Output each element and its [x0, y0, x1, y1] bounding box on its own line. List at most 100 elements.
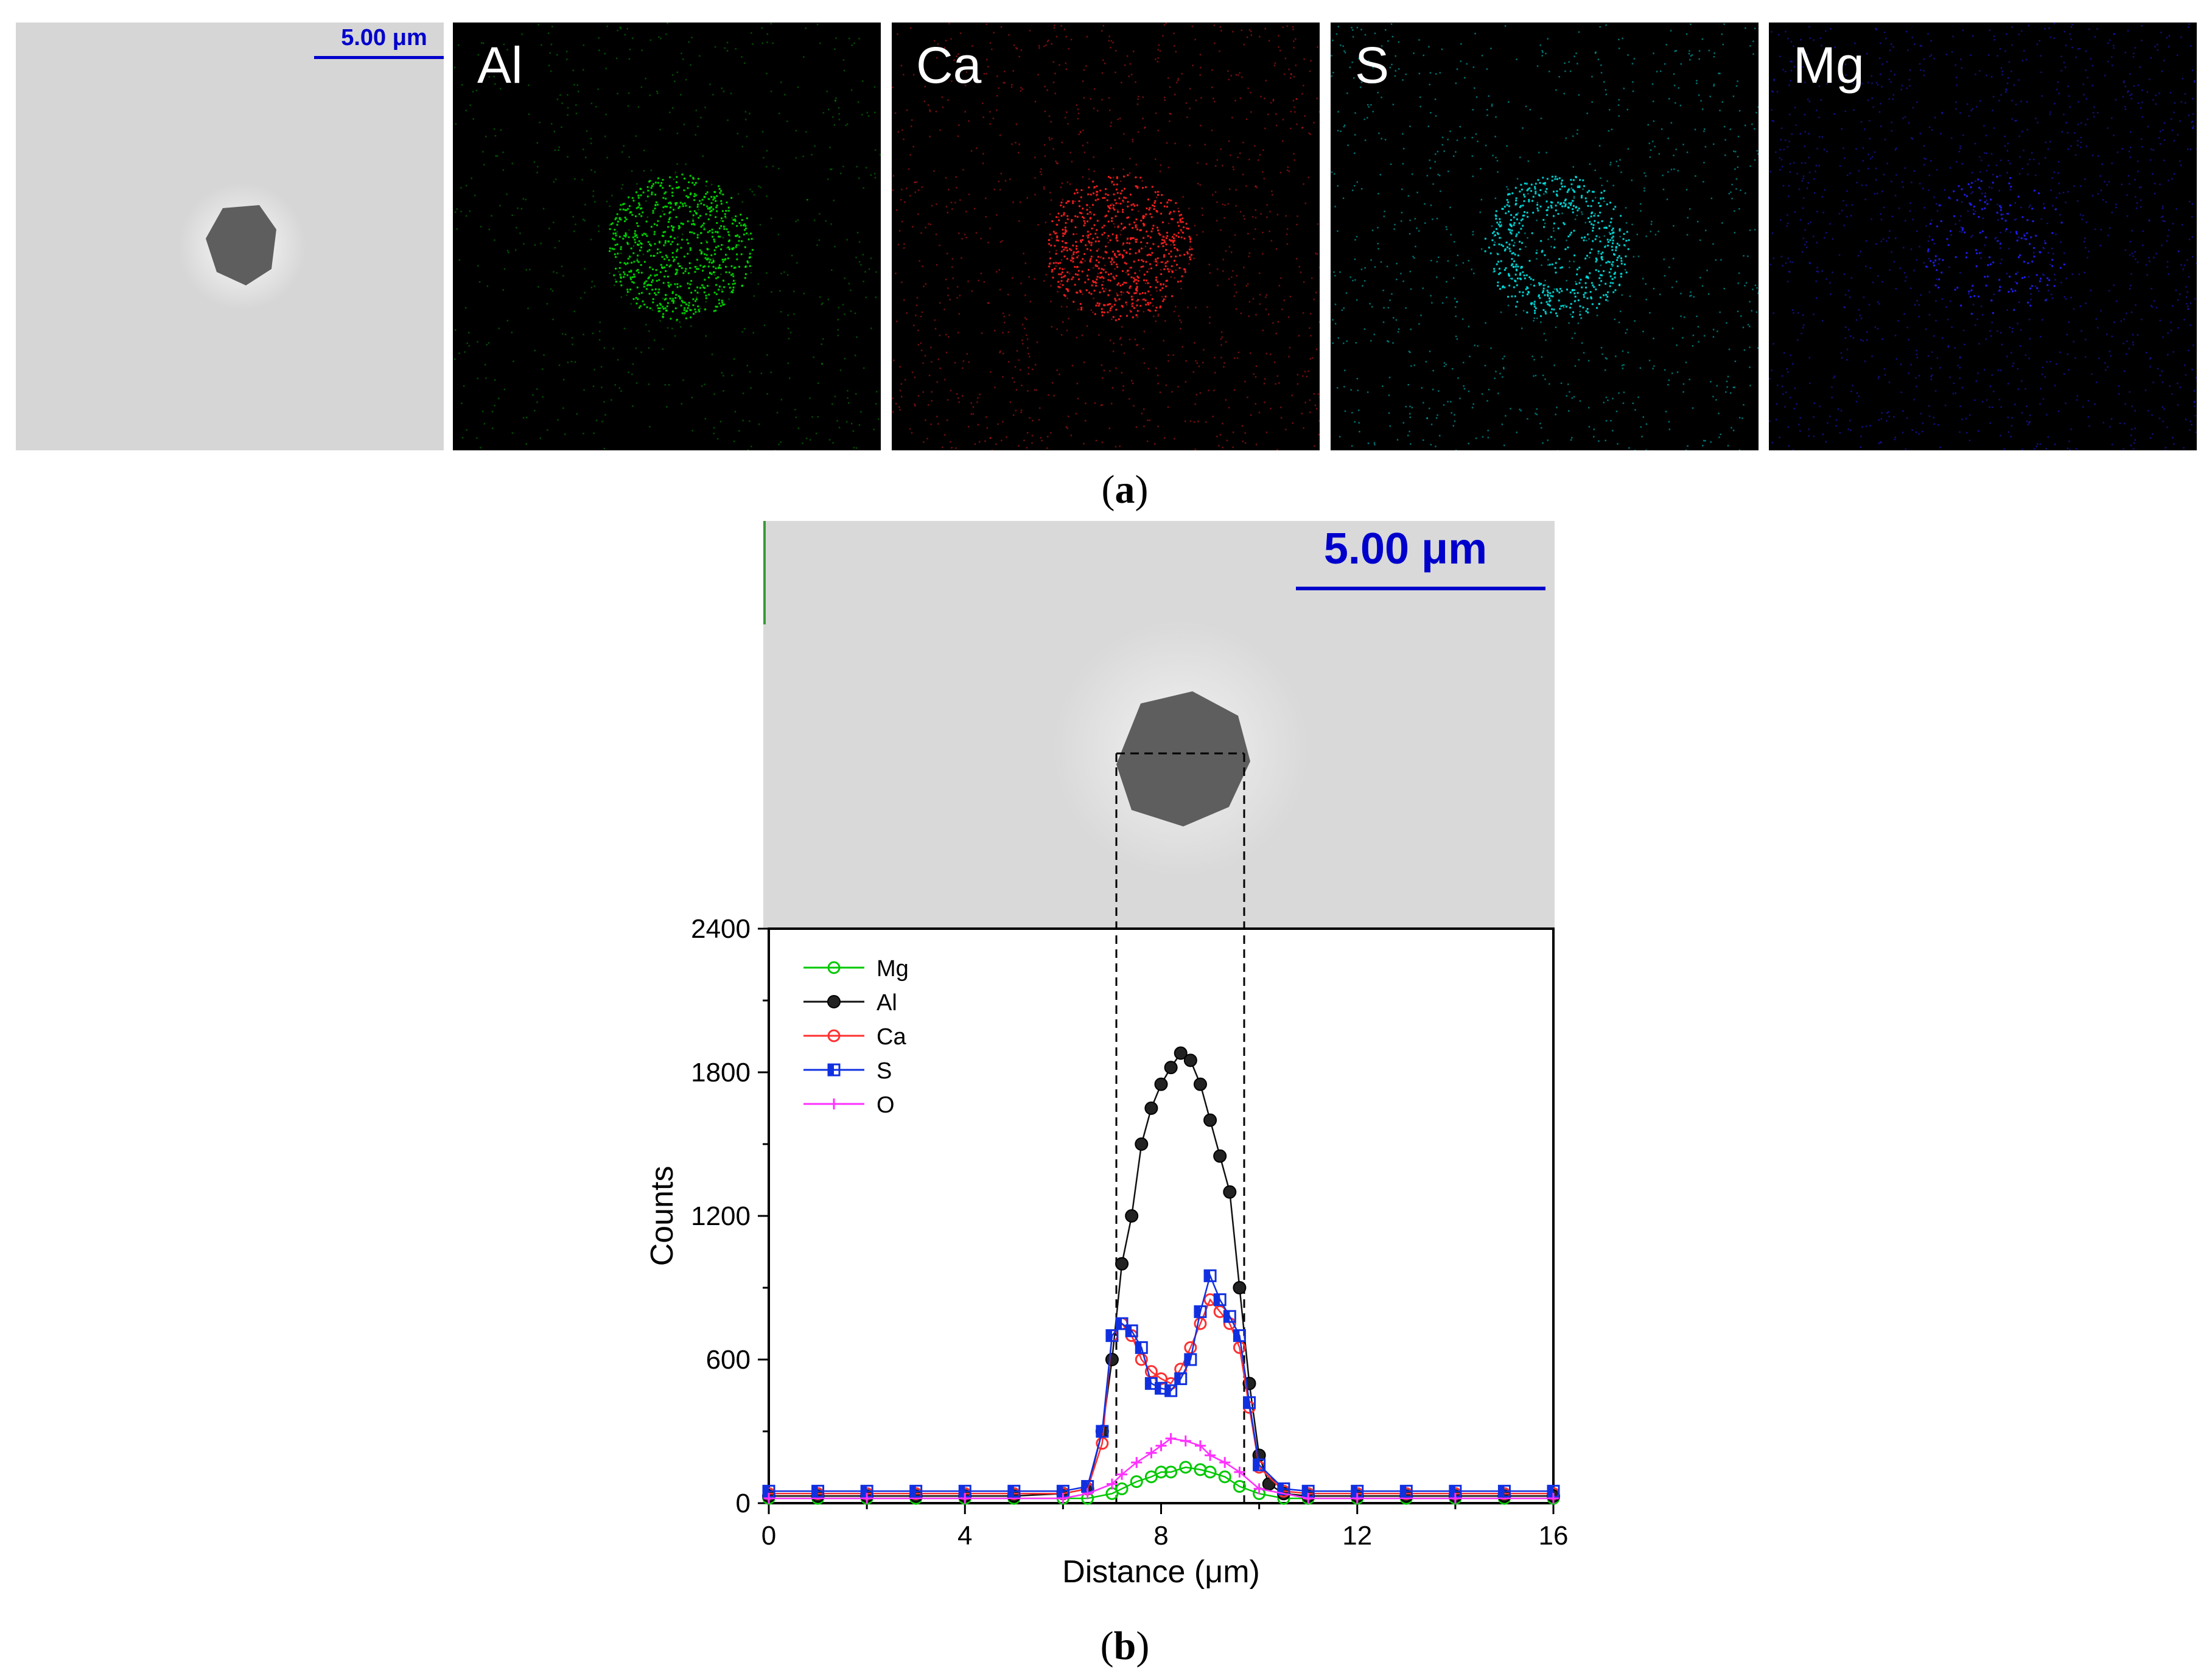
legend-label-s: S [877, 1058, 892, 1084]
data-point-ca [1135, 1353, 1148, 1366]
legend-marker-al [827, 995, 841, 1008]
data-point-o [1253, 1483, 1265, 1495]
data-point-mg [1203, 1465, 1217, 1479]
scale-bar-label-a: 5.00 μm [341, 25, 427, 51]
data-point-o [1180, 1435, 1191, 1447]
data-point-al [1164, 1061, 1178, 1075]
data-point-s [1399, 1484, 1413, 1498]
data-point-s [1184, 1353, 1197, 1366]
data-point-o [1548, 1493, 1559, 1504]
legend-item-ca: Ca [803, 1024, 906, 1050]
data-point-o [1146, 1447, 1157, 1459]
data-point-ca [1144, 1365, 1158, 1378]
element-map-label-s: S [1355, 37, 1390, 94]
data-point-o [1219, 1457, 1231, 1468]
legend-item-o: O [803, 1092, 895, 1118]
legend-label-al: Al [877, 990, 897, 1016]
data-point-s [1164, 1384, 1178, 1397]
x-tick-label: 8 [1153, 1521, 1168, 1551]
data-point-al [1203, 1113, 1217, 1127]
legend-label-o: O [877, 1092, 895, 1118]
sem-image-a-svg [16, 23, 444, 450]
legend-item-al: Al [803, 990, 897, 1016]
data-point-mg [1218, 1470, 1231, 1484]
series-o [763, 1433, 1559, 1504]
element-map-s: S [1331, 23, 1759, 450]
data-point-s [1243, 1396, 1256, 1409]
data-point-s [1194, 1305, 1207, 1318]
series-line-ca [769, 1298, 1553, 1495]
data-point-mg [1144, 1470, 1158, 1484]
data-point-al [1154, 1077, 1168, 1091]
data-point-o [1116, 1468, 1128, 1480]
data-point-al [1193, 1077, 1207, 1091]
legend-item-mg: Mg [803, 956, 909, 982]
scale-bar-line-a [314, 56, 444, 59]
sem-image-a: 5.00 μm [16, 23, 444, 450]
data-point-s [811, 1484, 825, 1498]
data-point-s [1223, 1310, 1236, 1323]
data-point-s [1203, 1269, 1217, 1282]
data-point-o [1234, 1466, 1245, 1478]
legend-label-ca: Ca [877, 1024, 906, 1050]
data-point-o [1194, 1440, 1206, 1451]
data-point-s [1105, 1329, 1119, 1343]
data-point-s [1115, 1317, 1129, 1330]
data-point-s [1096, 1425, 1109, 1438]
particle-a [206, 205, 276, 285]
y-tick-label: 2400 [691, 914, 751, 944]
sem-image-b-svg [763, 521, 1555, 929]
data-point-s [1497, 1484, 1511, 1498]
data-point-ca [1233, 1341, 1246, 1354]
y-axis-label: Counts [645, 1166, 680, 1266]
data-point-s [1007, 1484, 1021, 1498]
y-tick-label: 600 [706, 1345, 751, 1375]
data-point-o [959, 1493, 971, 1504]
scale-bar-label-b: 5.00 μm [1323, 525, 1488, 573]
y-tick-label: 0 [736, 1489, 751, 1518]
legend-item-s: S [803, 1058, 892, 1084]
element-map-s-svg [1331, 23, 1759, 450]
data-point-al [1135, 1137, 1149, 1151]
data-point-mg [1164, 1465, 1178, 1479]
x-tick-label: 4 [957, 1521, 972, 1551]
element-map-label-ca: Ca [916, 37, 982, 94]
element-map-label-al: Al [477, 37, 523, 94]
data-point-al [1105, 1353, 1119, 1366]
scan-region-box [1115, 752, 1245, 1503]
element-map-ca: Ca [892, 23, 1320, 450]
y-tick-label: 1200 [691, 1201, 751, 1231]
legend-label-mg: Mg [877, 956, 909, 982]
scale-bar-line-b [1296, 587, 1545, 590]
element-map-mg: Mg [1769, 23, 2197, 450]
legend: Mg Al Ca SO [803, 956, 909, 1118]
data-point-ca [1184, 1341, 1197, 1354]
data-point-mg [1179, 1461, 1192, 1474]
data-point-o [1106, 1478, 1118, 1490]
series-s [762, 1269, 1560, 1498]
data-point-mg [1115, 1482, 1129, 1495]
element-map-al: Al [453, 23, 881, 450]
data-point-o [861, 1493, 873, 1504]
data-point-o [1057, 1493, 1069, 1504]
data-point-o [1131, 1457, 1143, 1468]
data-point-o [1351, 1493, 1363, 1504]
data-point-al [1233, 1281, 1247, 1294]
data-point-o [1082, 1488, 1093, 1500]
data-point-o [1205, 1450, 1216, 1461]
y-tick-label: 1800 [691, 1058, 751, 1088]
data-point-o [1155, 1440, 1167, 1451]
data-point-s [1174, 1372, 1188, 1385]
data-point-al [1115, 1257, 1129, 1271]
data-point-al [1144, 1102, 1158, 1115]
element-map-label-mg: Mg [1793, 37, 1864, 94]
data-point-al [1223, 1185, 1237, 1199]
series-mg [762, 1461, 1560, 1505]
caption-a: (a) [1101, 467, 1149, 512]
data-point-al [1174, 1046, 1188, 1060]
x-tick-label: 0 [761, 1521, 776, 1551]
caption-b-letter: b [1113, 1624, 1136, 1668]
data-point-ca [1194, 1317, 1207, 1330]
sem-image-b: 5.00 μm [763, 521, 1555, 929]
